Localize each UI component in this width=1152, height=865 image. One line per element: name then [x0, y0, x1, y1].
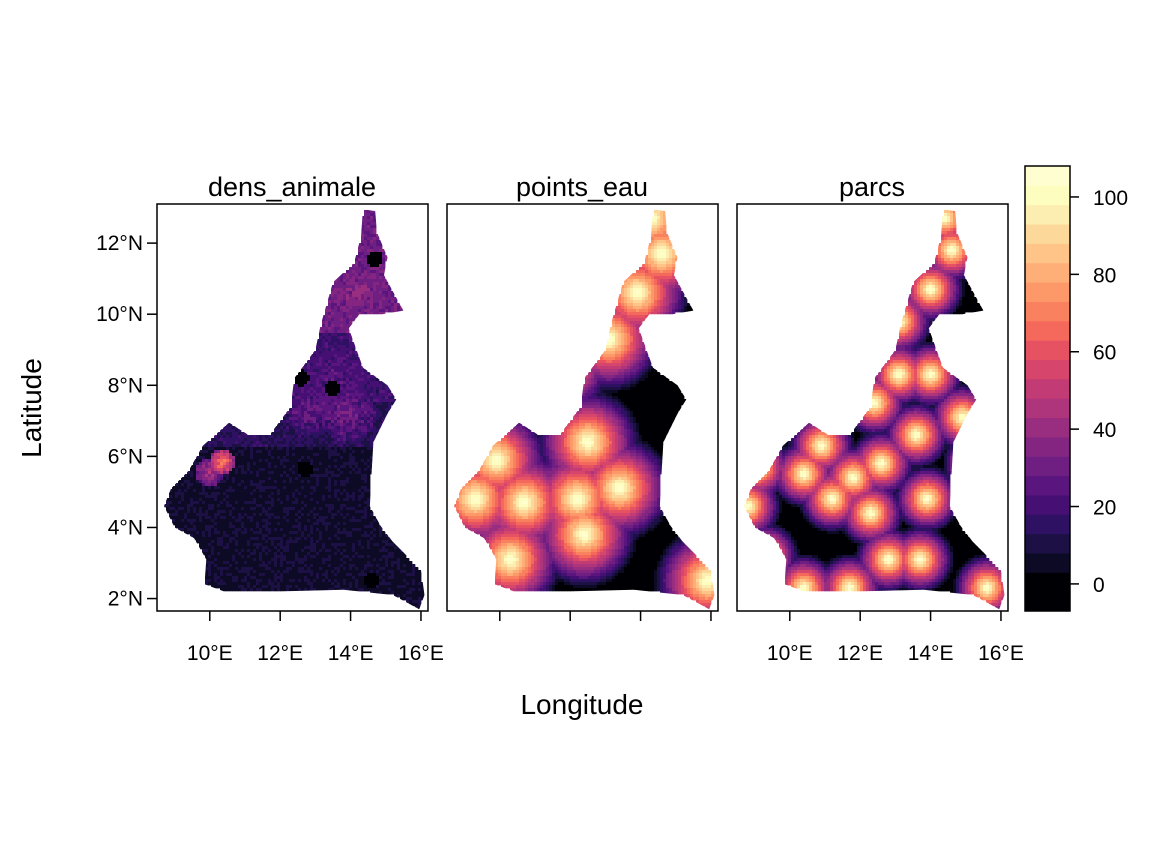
colorbar-swatch — [1025, 359, 1070, 380]
x-tick-label: 16°E — [398, 642, 444, 665]
x-tick-label: 14°E — [908, 642, 954, 665]
x-tick-label: 12°E — [837, 642, 883, 665]
panel-dens-animale: dens_animale — [156, 172, 429, 612]
colorbar: 0 20 40 60 80 100 — [1024, 165, 1128, 612]
panel-title-points-eau: points_eau — [516, 172, 648, 202]
y-axis: 2°N 4°N 6°N 8°N 10°N 12°N — [96, 232, 157, 611]
panel-frame-parcs — [736, 203, 1009, 612]
panel-frame-dens-animale — [156, 203, 429, 612]
colorbar-swatch — [1025, 417, 1070, 438]
y-tick-label: 10°N — [96, 303, 143, 326]
colorbar-frame — [1024, 165, 1071, 612]
colorbar-swatch — [1025, 224, 1070, 244]
y-tick-label: 2°N — [108, 588, 143, 611]
raster-dens-animale — [164, 210, 425, 610]
colorbar-swatch — [1025, 514, 1070, 535]
colorbar-tick-label: 20 — [1093, 497, 1116, 520]
colorbar-tick-label: 0 — [1093, 574, 1105, 597]
colorbar-swatch — [1025, 475, 1070, 496]
colorbar-swatch — [1025, 340, 1070, 360]
colorbar-swatch — [1025, 552, 1070, 573]
colorbar-swatch — [1025, 436, 1070, 457]
colorbar-swatch — [1025, 243, 1070, 264]
colorbar-swatch — [1025, 166, 1070, 186]
colorbar-swatch — [1025, 185, 1070, 206]
colorbar-swatch — [1025, 378, 1070, 399]
colorbar-tick-label: 40 — [1093, 419, 1116, 442]
colorbar-swatch — [1025, 398, 1070, 419]
y-tick-label: 4°N — [108, 516, 143, 539]
x-axis-title: Longitude — [520, 689, 643, 720]
x-tick-label: 10°E — [767, 642, 813, 665]
panel-frame-points-eau — [446, 203, 719, 612]
y-tick-label: 8°N — [108, 374, 143, 397]
colorbar-swatch — [1025, 494, 1070, 515]
panel-points-eau: points_eau — [446, 172, 719, 612]
x-tick-label: 10°E — [187, 642, 233, 665]
colorbar-swatch — [1025, 533, 1070, 554]
x-axis-panel-points-eau — [499, 611, 712, 621]
colorbar-tick-label: 80 — [1093, 264, 1116, 287]
x-tick-label: 12°E — [257, 642, 303, 665]
colorbar-swatch — [1025, 301, 1070, 322]
x-tick-label: 14°E — [328, 642, 374, 665]
x-tick-label: 16°E — [978, 642, 1024, 665]
colorbar-swatch — [1025, 282, 1070, 302]
y-tick-label: 12°N — [96, 232, 143, 255]
colorbar-swatch — [1025, 456, 1070, 477]
colorbar-tick-label: 100 — [1093, 187, 1128, 210]
y-tick-label: 6°N — [108, 445, 143, 468]
colorbar-swatch — [1025, 572, 1070, 612]
panel-title-parcs: parcs — [839, 172, 905, 202]
raster-parcs — [744, 210, 1005, 610]
panel-parcs: parcs — [736, 172, 1009, 612]
colorbar-swatch — [1025, 320, 1070, 341]
colorbar-swatch — [1025, 262, 1070, 283]
x-axis-panel-parcs: 10°E 12°E 14°E 16°E — [767, 611, 1024, 665]
panel-title-dens-animale: dens_animale — [208, 172, 376, 202]
x-axis-panel-dens-animale: 10°E 12°E 14°E 16°E — [187, 611, 444, 665]
colorbar-swatch — [1025, 204, 1070, 225]
raster-points-eau — [454, 210, 715, 610]
colorbar-tick-label: 60 — [1093, 342, 1116, 365]
y-axis-title: Latitude — [16, 358, 47, 458]
